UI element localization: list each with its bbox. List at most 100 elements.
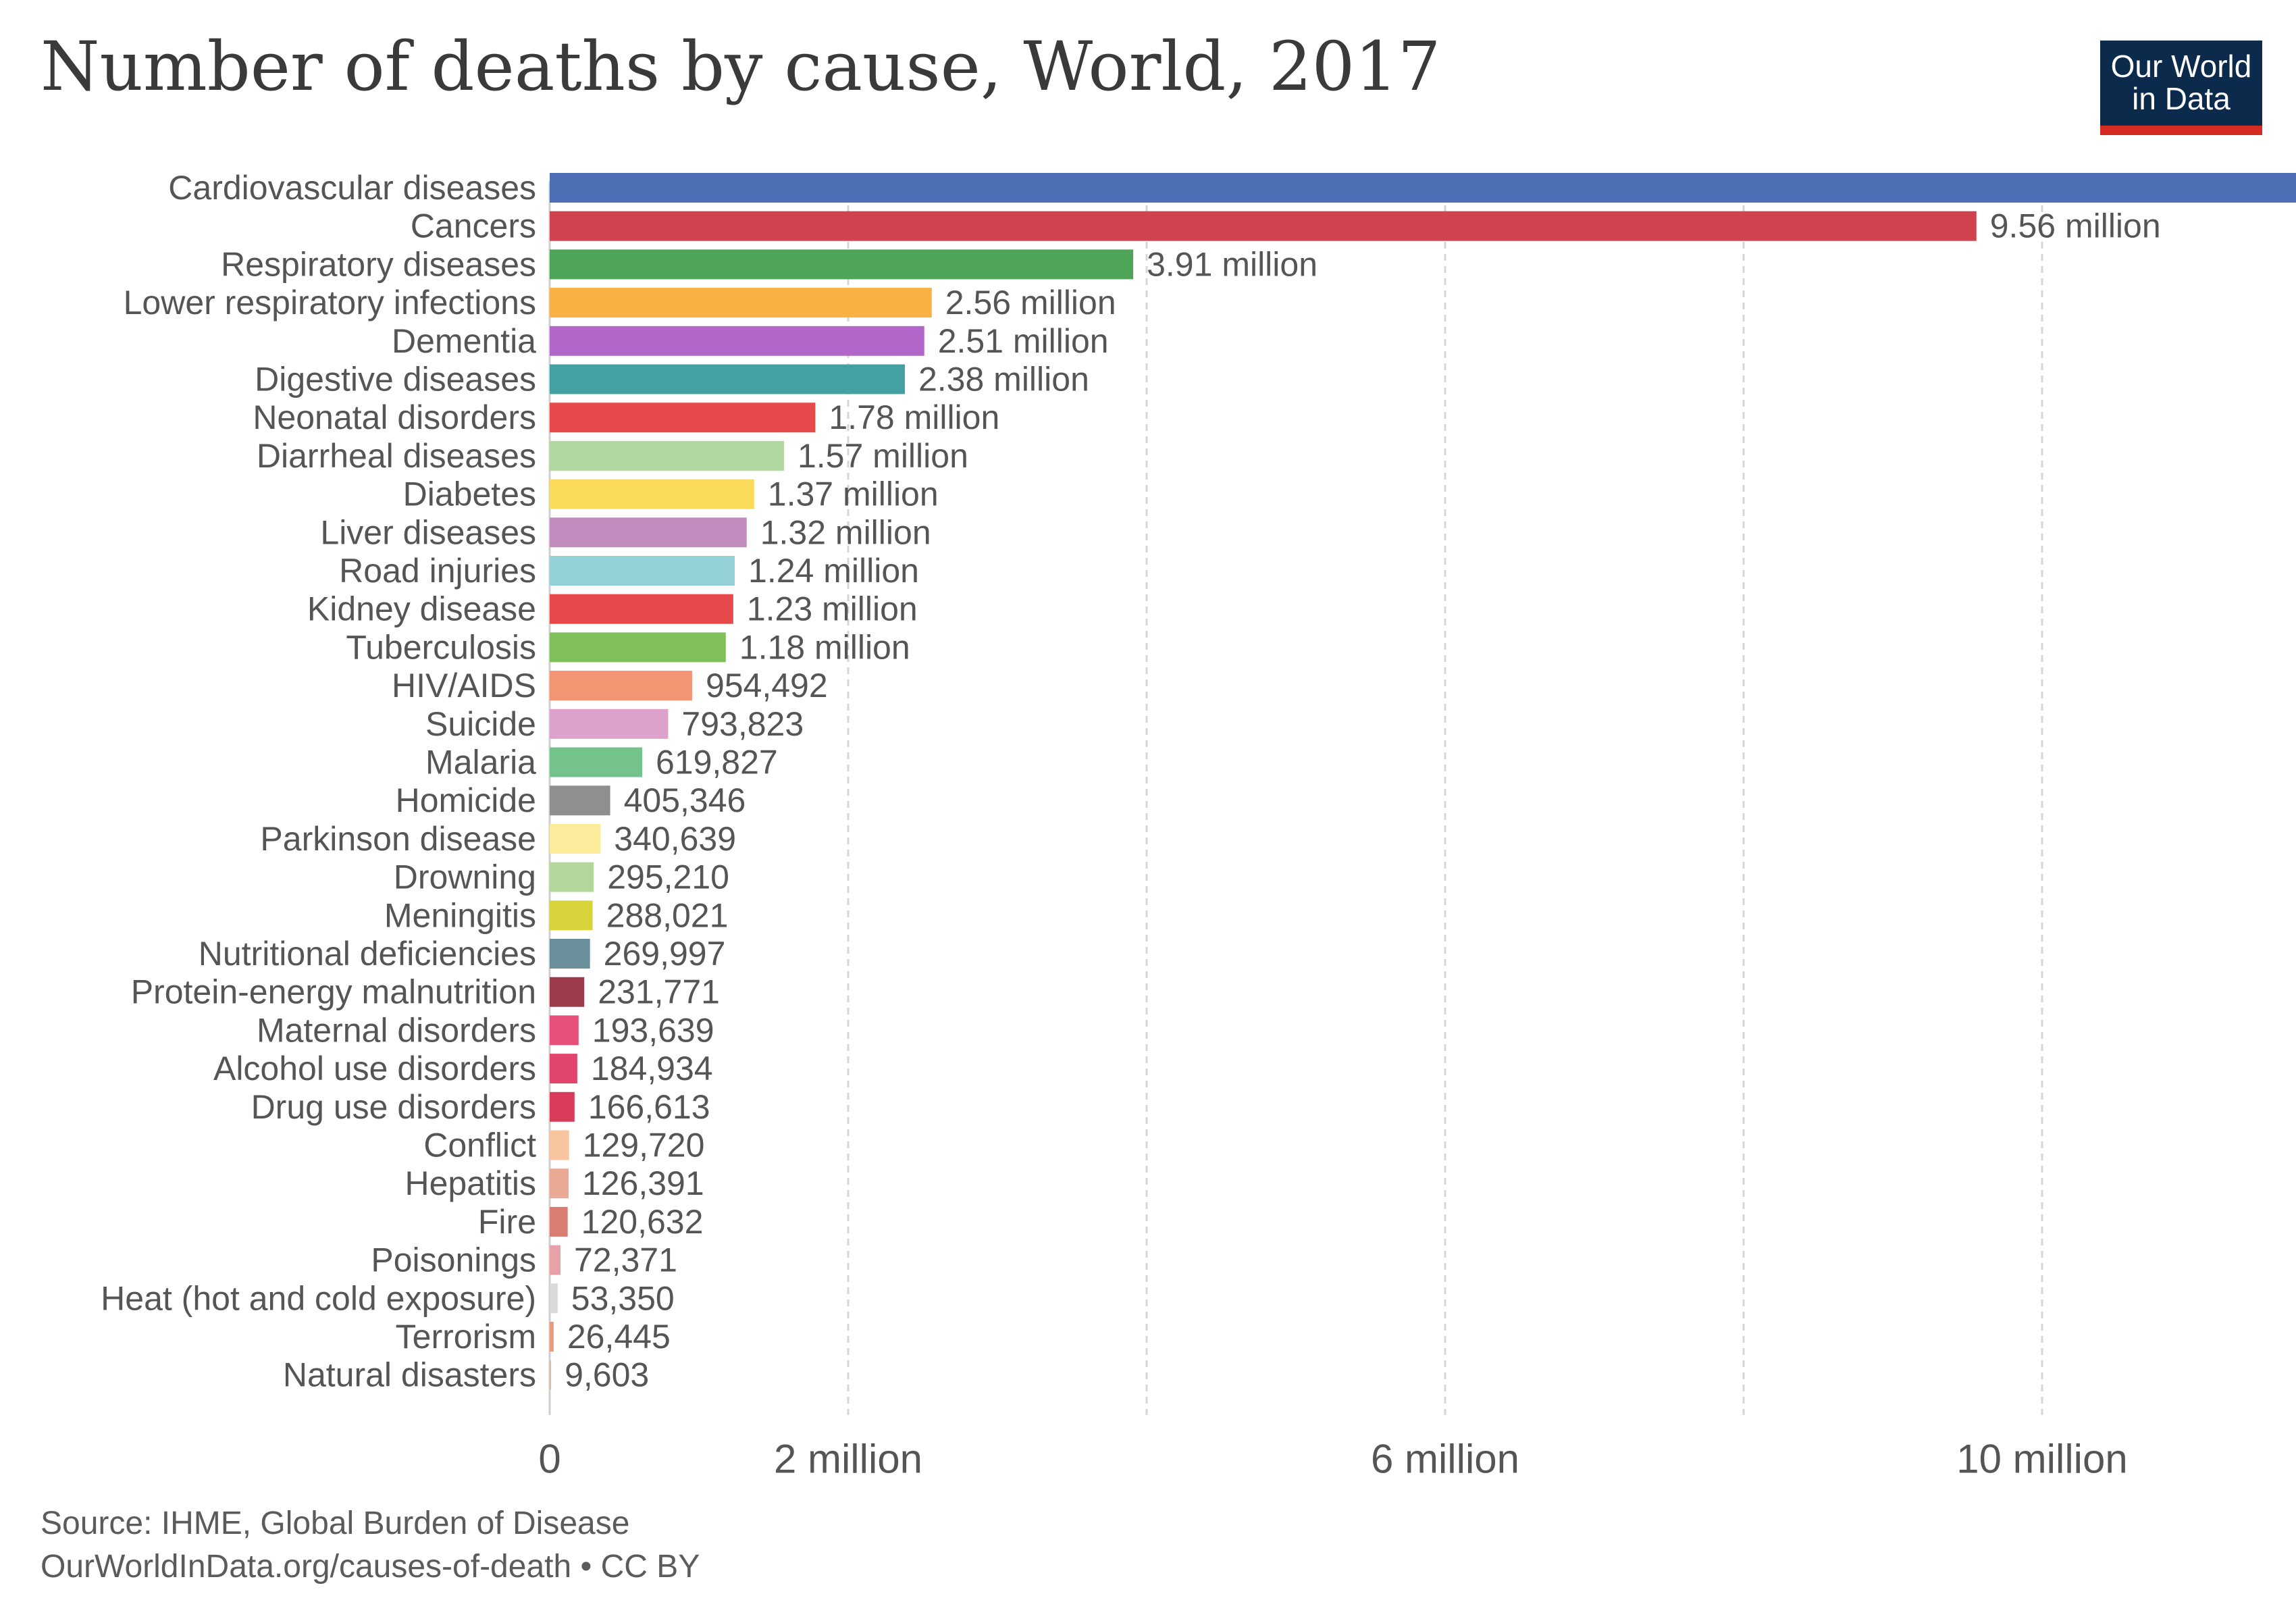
bar-14 [550, 709, 669, 739]
category-label-24: Drug use disorders [251, 1088, 536, 1126]
category-label-9: Liver diseases [320, 513, 536, 551]
category-label-29: Heat (hot and cold exposure) [101, 1279, 536, 1317]
category-label-12: Tuberculosis [346, 628, 536, 666]
category-label-30: Terrorism [396, 1318, 536, 1356]
bar-11 [550, 594, 733, 624]
bar-31 [550, 1360, 552, 1390]
bar-21 [550, 977, 585, 1007]
value-label-7: 1.57 million [798, 437, 968, 475]
value-label-24: 166,613 [588, 1088, 710, 1126]
category-label-2: Respiratory diseases [221, 245, 536, 283]
value-label-4: 2.51 million [938, 322, 1109, 360]
bar-10 [550, 556, 735, 586]
logo-line-2: in Data [2132, 81, 2230, 116]
bar-20 [550, 939, 590, 969]
category-label-6: Neonatal disorders [253, 398, 536, 436]
value-label-30: 26,445 [567, 1318, 671, 1356]
bar-27 [550, 1206, 568, 1237]
value-label-26: 126,391 [582, 1164, 704, 1202]
bar-4 [550, 326, 924, 356]
bar-7 [550, 440, 784, 471]
value-label-11: 1.23 million [747, 590, 918, 628]
category-label-0: Cardiovascular diseases [168, 169, 536, 207]
value-label-21: 231,771 [598, 973, 720, 1011]
category-label-3: Lower respiratory infections [124, 284, 536, 321]
category-label-13: HIV/AIDS [392, 667, 536, 704]
owid-logo[interactable]: Our World in Data [2100, 41, 2262, 135]
category-label-5: Digestive diseases [255, 361, 536, 398]
value-label-31: 9,603 [565, 1356, 649, 1394]
category-label-31: Natural disasters [283, 1356, 536, 1394]
value-label-16: 405,346 [624, 781, 746, 819]
bar-24 [550, 1091, 575, 1122]
value-label-2: 3.91 million [1147, 245, 1317, 283]
value-label-13: 954,492 [706, 667, 828, 704]
value-label-29: 53,350 [571, 1279, 675, 1317]
bar-30 [550, 1322, 554, 1352]
bar-19 [550, 900, 593, 931]
category-label-19: Meningitis [384, 896, 536, 934]
value-label-6: 1.78 million [829, 398, 999, 436]
bar-15 [550, 747, 642, 777]
x-tick-label-1: 2 million [774, 1437, 922, 1482]
bar-6 [550, 403, 816, 433]
category-label-22: Maternal disorders [257, 1011, 536, 1049]
value-label-12: 1.18 million [739, 628, 910, 666]
value-label-25: 129,720 [583, 1127, 705, 1164]
value-label-3: 2.56 million [945, 284, 1116, 321]
value-label-10: 1.24 million [748, 552, 919, 590]
x-tick-label-2: 6 million [1371, 1437, 1519, 1482]
url-license-note[interactable]: OurWorldInData.org/causes-of-death • CC … [41, 1549, 700, 1585]
bar-3 [550, 288, 932, 318]
value-label-15: 619,827 [656, 744, 778, 781]
category-label-25: Conflict [423, 1127, 536, 1164]
category-label-14: Suicide [425, 705, 536, 743]
bar-12 [550, 632, 726, 663]
bar-18 [550, 862, 594, 892]
category-label-20: Nutritional deficiencies [199, 935, 536, 973]
value-label-27: 120,632 [581, 1203, 704, 1241]
category-label-26: Hepatitis [405, 1164, 536, 1202]
category-label-8: Diabetes [403, 475, 536, 513]
value-label-9: 1.32 million [760, 513, 931, 551]
category-label-7: Diarrheal diseases [257, 437, 536, 475]
category-label-21: Protein-energy malnutrition [131, 973, 536, 1011]
category-label-11: Kidney disease [307, 590, 536, 628]
value-label-14: 793,823 [681, 705, 804, 743]
source-note: Source: IHME, Global Burden of Disease [41, 1506, 630, 1541]
value-label-19: 288,021 [606, 896, 729, 934]
category-labels: Cardiovascular diseasesCancersRespirator… [101, 169, 536, 1394]
bar-28 [550, 1245, 560, 1275]
bar-29 [550, 1283, 558, 1314]
category-label-16: Homicide [396, 781, 536, 819]
chart-title: Number of deaths by cause, World, 2017 [41, 27, 1441, 106]
bars [550, 173, 2296, 1390]
bar-13 [550, 671, 692, 701]
bar-9 [550, 517, 747, 548]
bar-17 [550, 823, 601, 854]
value-label-22: 193,639 [592, 1011, 714, 1049]
bar-5 [550, 364, 905, 394]
category-label-10: Road injuries [339, 552, 536, 590]
x-tick-label-0: 0 [538, 1437, 560, 1482]
category-label-27: Fire [478, 1203, 536, 1241]
category-label-28: Poisonings [371, 1241, 536, 1279]
bar-8 [550, 479, 754, 509]
value-label-18: 295,210 [607, 858, 729, 896]
value-label-23: 184,934 [591, 1050, 713, 1087]
logo-line-1: Our World [2110, 49, 2252, 84]
bar-2 [550, 249, 1134, 280]
category-label-18: Drowning [394, 858, 536, 896]
category-label-1: Cancers [411, 207, 536, 245]
category-label-15: Malaria [425, 744, 536, 781]
value-label-28: 72,371 [574, 1241, 677, 1279]
x-tick-label-3: 10 million [1956, 1437, 2127, 1482]
value-label-1: 9.56 million [1990, 207, 2161, 245]
category-label-17: Parkinson disease [260, 820, 536, 858]
bar-0 [550, 173, 2296, 203]
bar-22 [550, 1015, 579, 1046]
bar-23 [550, 1054, 577, 1084]
